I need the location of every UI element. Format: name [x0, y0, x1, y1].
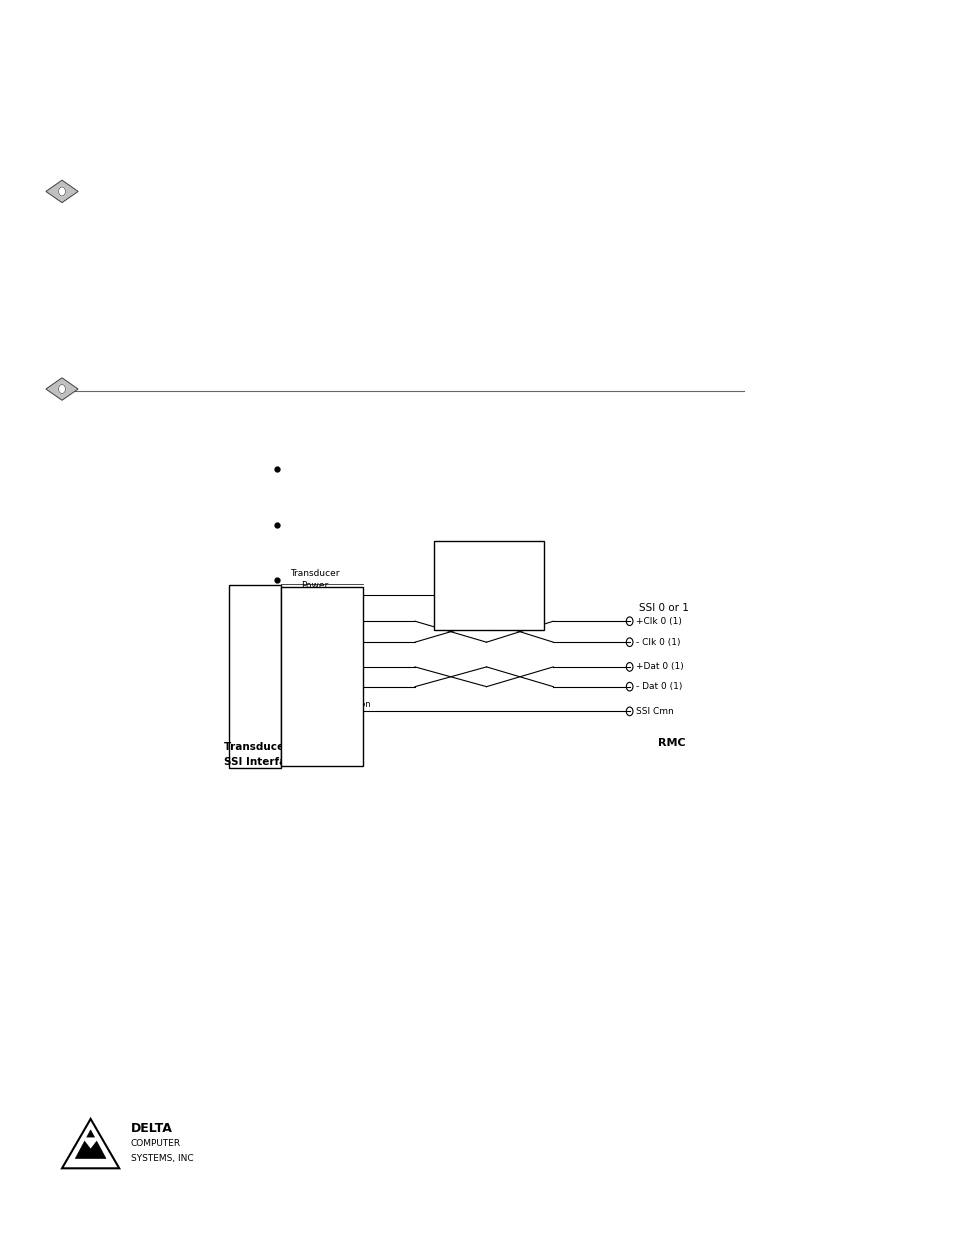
Polygon shape: [46, 378, 78, 400]
Text: DELTA: DELTA: [131, 1123, 172, 1135]
Text: Power Supplies: Power Supplies: [452, 574, 525, 584]
Bar: [229, 585, 281, 768]
Text: COMPUTER: COMPUTER: [131, 1139, 181, 1149]
Text: RMC: RMC: [658, 739, 685, 748]
Polygon shape: [46, 180, 78, 203]
Text: SSI 0 or 1: SSI 0 or 1: [639, 603, 688, 613]
Text: Transducer: Transducer: [461, 556, 516, 566]
Text: +Clk 0 (1): +Clk 0 (1): [636, 616, 681, 626]
Text: Data +: Data +: [284, 656, 314, 664]
Text: SSI Cmn: SSI Cmn: [636, 706, 674, 716]
Text: - Dat 0 (1): - Dat 0 (1): [636, 682, 682, 692]
Text: SSI Interface: SSI Interface: [224, 757, 299, 767]
Bar: [434, 541, 543, 630]
Bar: [281, 587, 362, 766]
Text: Clock -: Clock -: [284, 631, 313, 640]
Polygon shape: [75, 1130, 106, 1158]
Circle shape: [58, 186, 66, 196]
Text: - Clk 0 (1): - Clk 0 (1): [636, 637, 680, 647]
Text: Transducer Common: Transducer Common: [284, 700, 371, 709]
Polygon shape: [82, 1137, 99, 1149]
Text: SYSTEMS, INC: SYSTEMS, INC: [131, 1153, 193, 1163]
Text: +Dat 0 (1): +Dat 0 (1): [636, 662, 683, 672]
Text: Data -: Data -: [284, 676, 310, 684]
Circle shape: [58, 384, 66, 394]
Text: Power: Power: [301, 582, 328, 590]
Text: (User-Supplied): (User-Supplied): [451, 594, 526, 604]
Text: Transducer: Transducer: [290, 569, 339, 578]
Text: Clock +: Clock +: [284, 610, 316, 619]
Text: Transducer with: Transducer with: [224, 742, 318, 752]
